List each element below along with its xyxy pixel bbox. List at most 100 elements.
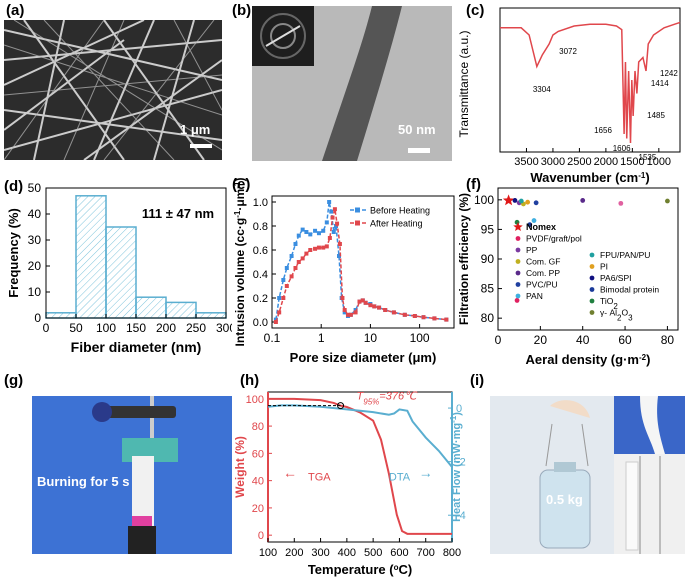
histogram-bar	[165, 301, 197, 319]
data-point	[273, 320, 278, 324]
data-point	[296, 260, 301, 264]
data-point	[527, 222, 533, 228]
histogram-bar	[105, 226, 137, 319]
data-point	[273, 317, 278, 322]
legend-marker	[355, 207, 360, 213]
data-point	[525, 199, 531, 205]
dta-label: DTA	[389, 472, 411, 484]
x-tick-label: 0.1	[264, 331, 281, 345]
legend-label: PP	[526, 245, 538, 255]
chart-ftir: 3500 3000 2500 2000 1500 1000 3304 3072 16561606…	[457, 7, 681, 185]
legend-label: PVC/PU	[526, 280, 558, 290]
peak-label: 1535	[639, 153, 657, 162]
y-tick-label: 1.0	[253, 197, 268, 209]
tga-label: TGA	[308, 472, 331, 484]
peak-label: 1656	[594, 126, 612, 135]
clamp	[96, 406, 176, 418]
data-point-star	[502, 194, 515, 206]
data-point	[353, 308, 358, 312]
legend-marker	[589, 310, 595, 315]
legend-label: FPU/PAN/PU	[600, 250, 650, 260]
data-point	[289, 274, 294, 279]
y-tick-label: 40	[28, 207, 42, 221]
histogram-bar	[75, 195, 107, 319]
x-tick-label: 100	[259, 547, 277, 559]
data-point	[330, 215, 335, 220]
panel-label-i: (i)	[470, 372, 485, 389]
peak-label: 1242	[660, 69, 678, 78]
peak-label: 3304	[533, 85, 551, 94]
x-tick-label: 600	[390, 547, 408, 559]
data-point	[300, 227, 305, 232]
data-point	[281, 296, 286, 300]
y-tick-label: 10	[28, 285, 42, 299]
data-point	[316, 245, 321, 250]
x-axis-label: Pore size diameter (μm)	[290, 350, 437, 365]
data-point	[348, 312, 353, 317]
data-point	[514, 298, 520, 303]
data-point	[533, 200, 539, 206]
data-point	[277, 296, 282, 300]
scale-bar-label: 50 nm	[398, 122, 436, 137]
data-point	[324, 220, 329, 225]
plot-frame	[271, 195, 455, 329]
data-point	[383, 308, 388, 312]
data-point	[321, 228, 326, 233]
x-tick-label: 2000	[594, 156, 618, 168]
y-axis-label: Filtration efficiency (%)	[457, 193, 471, 325]
burning-photo: Burning for 5 s	[32, 396, 232, 554]
y-axis-label: Frequency (%)	[6, 208, 21, 298]
y-tick-label: 85	[481, 282, 495, 296]
t95-marker	[337, 402, 345, 410]
peak-label: 1414	[651, 79, 669, 88]
legend-label: Bimodal protein	[600, 285, 659, 295]
legend-label: Before Heating	[370, 206, 430, 216]
chart-filtration: 0 20 40 60 8080859095100NomexPVDF/graft/polP…	[457, 187, 679, 367]
panel-label-h: (h)	[240, 372, 260, 389]
scale-bar-label: 1 μm	[180, 122, 211, 137]
data-point	[618, 200, 624, 206]
data-point	[337, 242, 342, 246]
legend-marker	[589, 275, 595, 281]
x-tick-label: 0	[495, 333, 502, 347]
data-point	[531, 218, 537, 223]
y-tick-label: 0.4	[253, 269, 268, 281]
peak-label: 1485	[647, 111, 665, 120]
x-tick-label: 500	[364, 547, 382, 559]
legend-label: TiO2	[600, 296, 618, 311]
x-tick-label: 100	[410, 331, 430, 345]
data-point	[412, 314, 417, 318]
legend-label: γ- Al2O3	[600, 308, 633, 323]
scale-bar	[408, 148, 430, 153]
y-tick-label-left: 0	[258, 530, 264, 542]
data-point	[444, 317, 449, 322]
panel-label-f: (f)	[466, 176, 481, 193]
legend-label: PAN	[526, 291, 543, 301]
y-tick-label: 100	[474, 193, 494, 207]
data-point	[360, 298, 365, 303]
x-tick-label: 800	[443, 547, 461, 559]
data-point	[377, 305, 382, 310]
data-point	[289, 254, 294, 258]
dta-arrow: →	[419, 465, 433, 481]
histogram-bar	[195, 312, 227, 319]
x-tick-label: 20	[534, 333, 548, 347]
data-point	[421, 315, 426, 320]
x-tick-label: 60	[618, 333, 632, 347]
legend-marker	[589, 298, 595, 304]
histogram-bar	[45, 312, 77, 319]
data-point	[342, 310, 347, 315]
x-tick-label: 10	[364, 331, 378, 345]
x-tick-label: 700	[417, 547, 435, 559]
panel-label-d: (d)	[4, 178, 24, 195]
y-axis-label: Transmittance (a.u.)	[457, 31, 471, 138]
data-point	[284, 266, 289, 270]
data-point	[308, 248, 313, 252]
y-tick-label: 80	[481, 311, 495, 325]
data-point	[357, 299, 362, 304]
legend-marker	[515, 282, 521, 287]
y-tick-label: 90	[481, 252, 495, 266]
x-tick-label: 1000	[647, 156, 671, 168]
legend-label: After Heating	[370, 219, 423, 229]
data-point	[284, 284, 289, 288]
